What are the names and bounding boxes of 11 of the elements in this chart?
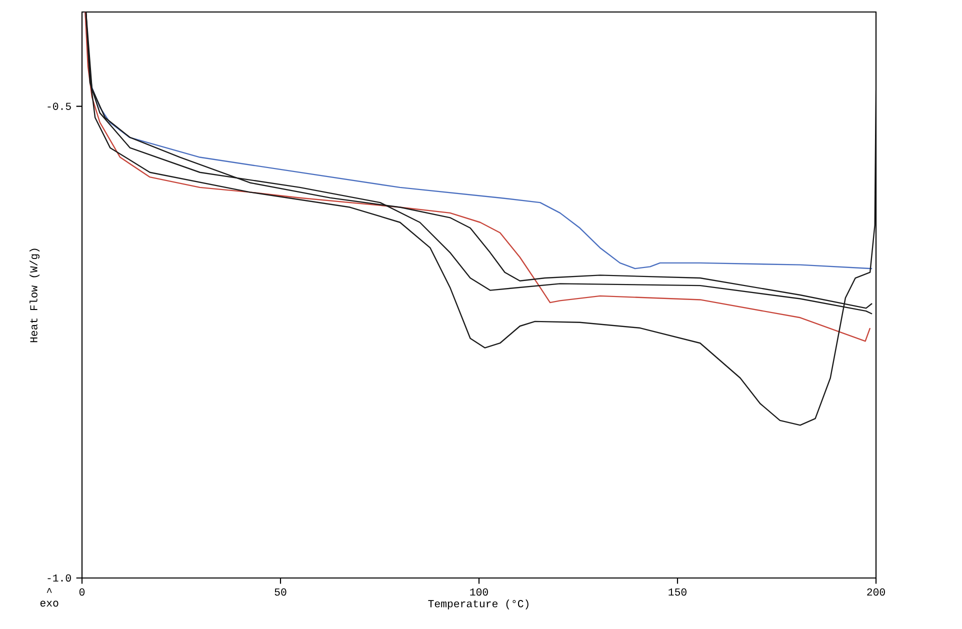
text: exo — [40, 600, 58, 607]
x-tick-label: 150 — [668, 588, 686, 596]
x-axis-title: Temperature (°C) — [428, 599, 528, 610]
x-tick-label: 50 — [274, 588, 286, 596]
text: ^ — [46, 588, 52, 593]
x-tick-label: 0 — [79, 588, 85, 596]
y-axis-title: Heat Flow (W/g) — [30, 248, 40, 342]
x-tick-label: 100 — [470, 588, 488, 596]
x-tick-label: 200 — [867, 588, 885, 596]
y-tick-label: -0.5 — [48, 102, 71, 110]
y-tick-label: -1.0 — [48, 574, 71, 582]
